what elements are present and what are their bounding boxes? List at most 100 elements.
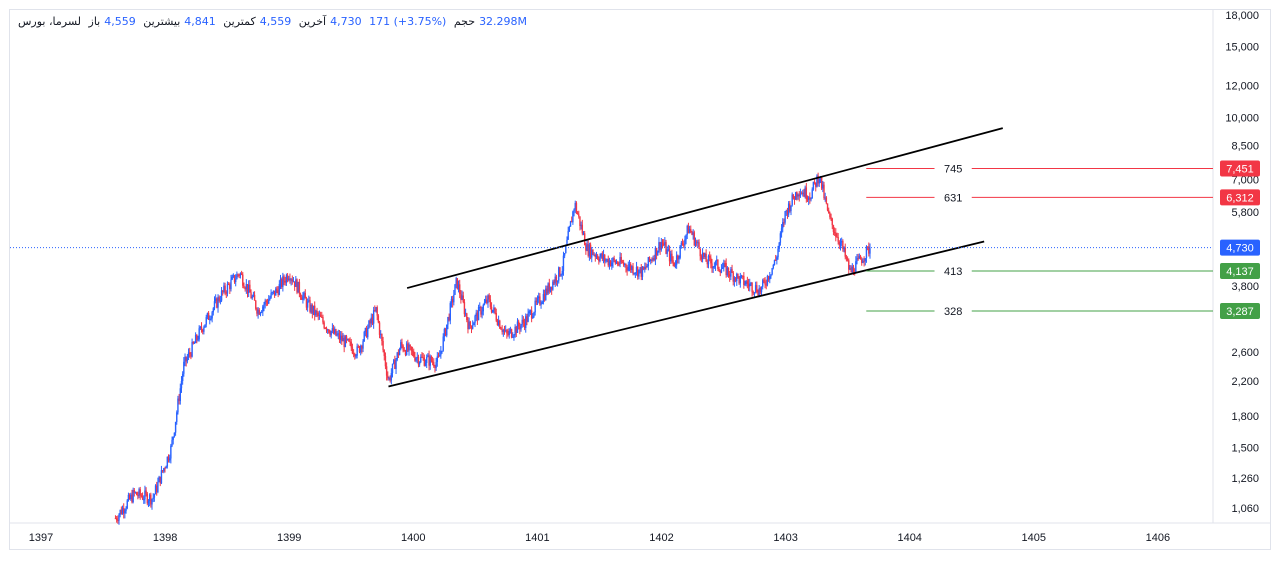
candle-body bbox=[754, 285, 757, 293]
candle-body bbox=[668, 249, 671, 262]
candle-body bbox=[769, 276, 771, 280]
candle-body bbox=[818, 179, 820, 184]
channel-upper-line[interactable] bbox=[406, 127, 1004, 289]
candle-body bbox=[815, 182, 817, 187]
candle-body bbox=[239, 273, 242, 276]
y-tick-label: 10,000 bbox=[1225, 112, 1259, 124]
candle-body bbox=[499, 320, 501, 329]
candle-body bbox=[415, 358, 417, 361]
candle-body bbox=[612, 258, 614, 263]
candle-body bbox=[243, 285, 245, 289]
candle-body bbox=[626, 267, 628, 271]
candle-body bbox=[515, 326, 518, 333]
candle-body bbox=[581, 224, 584, 234]
time-axis[interactable]: 1397 1398 1399 1400 1401 1402 1403 1404 1405 1406 bbox=[29, 532, 1170, 544]
candle-body bbox=[236, 274, 238, 280]
candle-body bbox=[351, 347, 354, 354]
candle-body bbox=[604, 254, 606, 262]
channel-lower-line[interactable] bbox=[388, 240, 985, 388]
candle-body bbox=[225, 292, 227, 294]
candle-body bbox=[464, 313, 467, 315]
candle-body bbox=[596, 255, 599, 259]
candle-body bbox=[562, 255, 565, 271]
candle-body bbox=[132, 490, 134, 503]
candle-body bbox=[529, 310, 532, 312]
candle-body bbox=[271, 292, 273, 294]
price-axis[interactable]: 1,060 1,260 1,500 1,800 2,200 2,600 3,800 5,800… bbox=[1225, 10, 1259, 515]
candle-body bbox=[549, 286, 552, 292]
candle-body bbox=[539, 296, 541, 305]
level-text: 328 bbox=[944, 306, 962, 318]
candle-body bbox=[356, 346, 358, 356]
candle-body bbox=[779, 233, 782, 243]
candle-body bbox=[347, 338, 349, 340]
symbol-name[interactable]: لسرما، بورس bbox=[18, 15, 82, 28]
candle-body bbox=[606, 259, 608, 261]
candle-body bbox=[792, 194, 795, 199]
candle-body bbox=[526, 316, 528, 322]
candle-body bbox=[144, 490, 146, 500]
candle-body bbox=[517, 321, 520, 327]
candle-body bbox=[279, 279, 282, 285]
candle-body bbox=[700, 256, 703, 260]
candle-body bbox=[789, 203, 791, 212]
candle-body bbox=[396, 352, 398, 360]
candle-body bbox=[118, 514, 120, 521]
candle-body bbox=[341, 335, 343, 342]
candle-body bbox=[568, 226, 571, 232]
candle-body bbox=[790, 205, 792, 212]
candle-body bbox=[495, 312, 497, 321]
candle-body bbox=[771, 268, 773, 275]
horizontal-levels[interactable]: 745 7,451 631 6,312 413 4,137 328 3,287 bbox=[866, 160, 1260, 319]
candle-body bbox=[321, 316, 323, 318]
candle-body bbox=[848, 260, 850, 270]
candle-body bbox=[588, 244, 591, 256]
candle-body bbox=[521, 319, 523, 325]
candle-body bbox=[411, 350, 414, 352]
candle-body bbox=[846, 258, 849, 261]
candle-body bbox=[191, 341, 193, 357]
candle-body bbox=[342, 338, 344, 342]
candle-body bbox=[644, 266, 646, 270]
candle-body bbox=[548, 283, 551, 292]
candle-body bbox=[724, 263, 726, 265]
candle-body bbox=[359, 345, 362, 353]
candle-body bbox=[348, 338, 350, 342]
y-tick-label: 18,000 bbox=[1225, 10, 1259, 22]
candle-body bbox=[732, 272, 734, 282]
candle-body bbox=[203, 327, 205, 332]
candle-body bbox=[559, 267, 561, 276]
candle-body bbox=[126, 500, 128, 509]
candle-body bbox=[235, 279, 237, 283]
trend-channel[interactable] bbox=[388, 127, 1004, 388]
candle-body bbox=[494, 307, 496, 313]
candle-body bbox=[620, 257, 622, 263]
y-tick-label: 15,000 bbox=[1225, 42, 1259, 54]
candle-body bbox=[646, 266, 648, 268]
candle-body bbox=[143, 499, 145, 501]
candle-body bbox=[469, 321, 472, 326]
close-value: 4,730 bbox=[330, 15, 362, 28]
candle-body bbox=[759, 288, 762, 293]
candle-body bbox=[595, 255, 598, 257]
x-tick-label: 1398 bbox=[153, 532, 177, 544]
candle-body bbox=[357, 346, 360, 348]
candle-body bbox=[358, 346, 361, 353]
candle-body bbox=[693, 232, 696, 246]
y-tick-label: 3,800 bbox=[1231, 281, 1259, 293]
candle-body bbox=[705, 253, 707, 262]
candle-body bbox=[115, 518, 118, 520]
candle-body bbox=[823, 184, 825, 199]
candle-body bbox=[797, 194, 799, 197]
candle-body bbox=[510, 329, 513, 338]
candle-body bbox=[810, 198, 812, 200]
candle-body bbox=[862, 260, 864, 263]
candle-body bbox=[177, 398, 179, 413]
candle-body bbox=[659, 242, 661, 250]
candle-body bbox=[290, 279, 292, 281]
candle-body bbox=[540, 303, 542, 305]
candle-body bbox=[270, 292, 272, 298]
candle-body bbox=[753, 292, 756, 294]
candle-body bbox=[826, 203, 829, 211]
